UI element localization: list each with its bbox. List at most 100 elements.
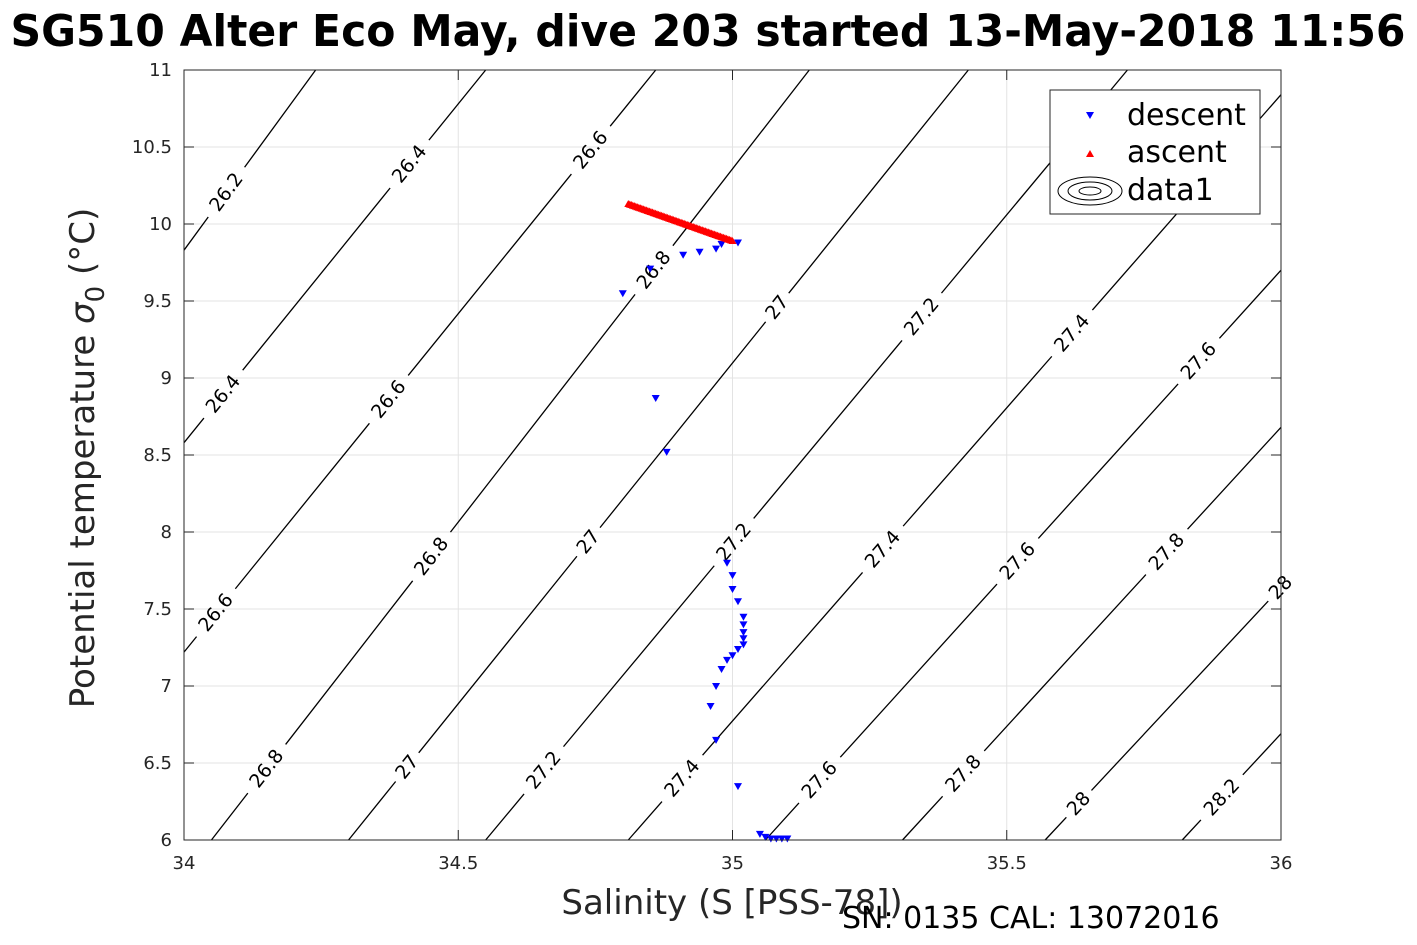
density-contour-line — [839, 583, 998, 758]
y-tick-label: 10 — [149, 214, 172, 235]
y-axis-label: Potential temperature σ0 (°C) — [63, 208, 111, 708]
y-tick-label: 9.5 — [143, 291, 172, 312]
descent-point — [723, 559, 732, 567]
descent-point — [739, 629, 748, 637]
density-contour-line — [1037, 383, 1179, 539]
y-tick-label: 9 — [161, 368, 172, 389]
descent-point — [772, 835, 781, 843]
descent-point — [739, 635, 748, 643]
density-contour-line — [210, 792, 249, 841]
y-axis-label-unit: (°C) — [63, 208, 103, 286]
y-tick-label: 6.5 — [143, 753, 172, 774]
descent-point — [651, 395, 660, 403]
legend-descent-marker — [1086, 112, 1094, 119]
axis-ticks: 34 34.5 35 35.5 36 6 6.5 7 7.5 8 8.5 9 9.5 10 10.5 11 — [132, 60, 1293, 874]
y-axis-label-symbol: σ — [63, 301, 103, 324]
density-contour-line — [599, 321, 767, 529]
density-contour-line — [1181, 819, 1202, 841]
descent-point — [728, 652, 737, 660]
x-tick-label: 34.5 — [438, 853, 478, 874]
descent-point — [618, 290, 627, 298]
x-tick-label: 35.5 — [987, 853, 1027, 874]
y-axis-label-text: Potential temperature — [63, 324, 103, 708]
x-axis-label: Salinity (S [PSS-78]) — [561, 883, 902, 923]
y-tick-label: 6 — [161, 830, 172, 851]
density-contour-line — [627, 801, 663, 841]
legend-data1-label: data1 — [1127, 173, 1214, 208]
descent-point — [712, 245, 721, 253]
legend-descent-label: descent — [1127, 98, 1246, 133]
density-contour-line — [285, 580, 414, 745]
density-contour-line — [788, 69, 969, 294]
y-tick-label: 10.5 — [132, 137, 172, 158]
density-contour-line — [902, 795, 944, 841]
density-contour-line — [1090, 600, 1269, 791]
density-contour-line — [449, 293, 636, 533]
descent-point — [783, 835, 792, 843]
y-tick-label: 11 — [149, 60, 172, 81]
density-contour-line — [428, 69, 487, 141]
descent-point — [695, 248, 704, 256]
density-contour-line — [407, 173, 572, 376]
density-contour-line — [485, 793, 525, 841]
density-contour-line — [1218, 269, 1282, 339]
data-series — [618, 199, 792, 843]
density-contour-line — [764, 802, 800, 841]
y-axis-label-subscript: 0 — [81, 286, 111, 303]
legend-contour-icon — [1057, 176, 1123, 206]
density-contour-line — [753, 340, 903, 519]
descent-point — [712, 736, 721, 744]
density-contour-line — [983, 574, 1147, 752]
x-tick-label: 34 — [173, 853, 196, 874]
density-contour-line — [672, 69, 810, 247]
descent-point — [739, 621, 748, 629]
descent-point — [733, 239, 742, 247]
ascent-point — [728, 236, 737, 244]
legend-box — [1049, 89, 1261, 215]
density-contour-line — [1242, 733, 1282, 776]
descent-point — [679, 251, 688, 259]
x-tick-label: 36 — [1270, 853, 1293, 874]
density-contour-line — [244, 69, 317, 168]
descent-point — [739, 613, 748, 621]
y-tick-label: 8 — [161, 522, 172, 543]
descent-point — [728, 585, 737, 593]
descent-point — [662, 448, 671, 456]
density-contour-line — [234, 422, 370, 590]
descent-point — [733, 646, 742, 654]
descent-point — [723, 656, 732, 664]
density-contour-line — [1187, 426, 1282, 530]
density-contour-line — [1044, 816, 1067, 841]
descent-point — [739, 641, 748, 649]
legend-ascent-label: ascent — [1127, 135, 1227, 170]
descent-point — [766, 835, 775, 843]
descent-point — [733, 598, 742, 606]
legend-ascent-marker — [1086, 150, 1094, 157]
density-contour-line — [242, 187, 391, 371]
chart-title: SG510 Alter Eco May, dive 203 started 13… — [11, 6, 1406, 57]
descent-point — [717, 241, 726, 249]
descent-point — [728, 572, 737, 580]
descent-point — [733, 783, 742, 791]
density-contour-line — [183, 636, 198, 653]
density-contour-line — [609, 69, 657, 127]
descent-point — [712, 683, 721, 690]
descent-point — [717, 666, 726, 674]
y-tick-label: 7 — [161, 676, 172, 697]
y-tick-label: 7.5 — [143, 599, 172, 620]
descent-point — [706, 703, 715, 711]
density-contour-line — [348, 781, 397, 841]
descent-point — [777, 835, 786, 843]
density-contour-line — [418, 555, 578, 754]
x-tick-label: 35 — [721, 853, 744, 874]
density-contour-line — [702, 572, 864, 756]
density-contour-line — [183, 417, 205, 444]
density-contour-line — [183, 216, 209, 251]
legend: descent ascent data1 — [1049, 89, 1261, 215]
descent-point — [755, 830, 764, 838]
descent-point — [646, 265, 655, 273]
density-contour-line — [562, 565, 715, 748]
y-tick-label: 8.5 — [143, 445, 172, 466]
density-contour-line — [902, 355, 1053, 527]
